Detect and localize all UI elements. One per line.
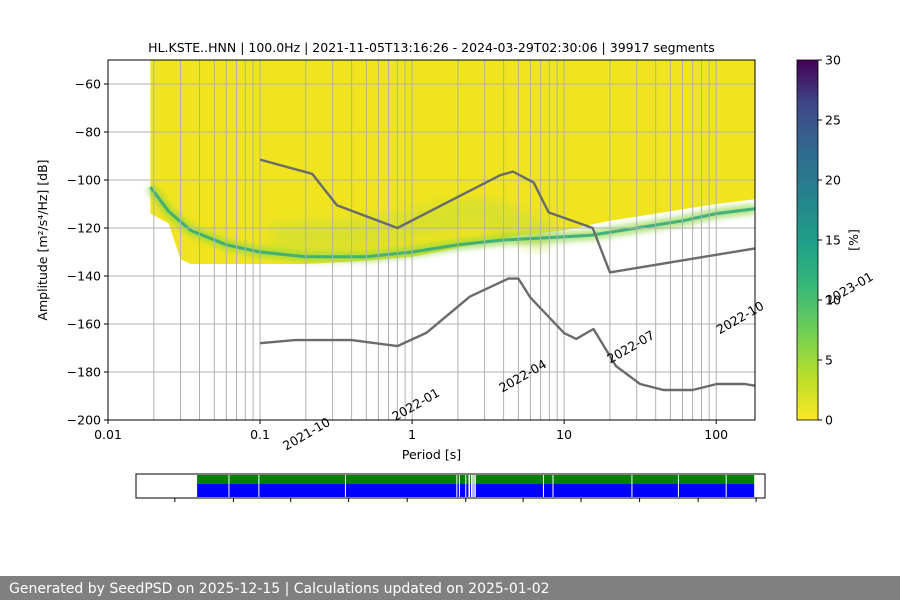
psd-probability-region: [150, 60, 755, 264]
grid-lines: [108, 60, 755, 420]
y-tick-label: −100: [67, 173, 101, 188]
x-tick-label: 100: [704, 427, 728, 442]
y-tick-label: −200: [67, 413, 101, 428]
reference-noise-models: [259, 158, 755, 392]
y-tick-label: −160: [67, 317, 101, 332]
colorbar-label: [%]: [846, 229, 861, 251]
y-tick-label: −180: [67, 365, 101, 380]
x-tick-label: 0.1: [250, 427, 270, 442]
reference-curve-nhnm: [259, 158, 755, 274]
psd-mode-band: [149, 186, 755, 259]
x-tick-label: 0.01: [94, 427, 122, 442]
footer-caption: Generated by SeedPSD on 2025-12-15 | Cal…: [0, 576, 900, 600]
colorbar-tick-label: 20: [825, 173, 841, 188]
plot-frame: [107, 59, 756, 421]
x-tick-label: 10: [556, 427, 572, 442]
colorbar-tick-label: 0: [825, 413, 833, 428]
y-axis: −60 −80 −100 −120 −140 −160 −180 −200: [67, 77, 108, 428]
y-tick-label: −140: [67, 269, 101, 284]
colorbar-tick-label: 10: [825, 293, 841, 308]
y-tick-label: −120: [67, 221, 101, 236]
data-coverage-timeline: 2021-102022-012022-042022-072022-102023-…: [135, 269, 876, 502]
coverage-tick-label: 2022-07: [604, 327, 657, 366]
y-tick-label: −80: [75, 125, 101, 140]
chart-title: HL.KSTE..HNN | 100.0Hz | 2021-11-05T13:1…: [148, 40, 715, 55]
x-axis-label: Period [s]: [402, 447, 461, 462]
coverage-tick-label: 2023-01: [823, 269, 876, 308]
x-tick-label: 1: [408, 427, 416, 442]
y-tick-label: −60: [75, 77, 101, 92]
reference-curve-nlnm: [259, 277, 755, 392]
colorbar-axis: 0 5 10 15 20 25 30: [818, 53, 841, 428]
x-axis: 0.01 0.1 1 10 100: [94, 420, 728, 442]
colorbar-tick-label: 5: [825, 353, 833, 368]
psd-chart: HL.KSTE..HNN | 100.0Hz | 2021-11-05T13:1…: [35, 40, 876, 502]
colorbar-tick-label: 15: [825, 233, 841, 248]
colorbar-tick-label: 30: [825, 53, 841, 68]
coverage-tick-label: 2022-10: [714, 298, 767, 337]
colorbar: [796, 59, 819, 421]
colorbar-tick-label: 25: [825, 113, 841, 128]
y-axis-label: Amplitude [m²/s⁴/Hz] [dB]: [35, 159, 50, 320]
